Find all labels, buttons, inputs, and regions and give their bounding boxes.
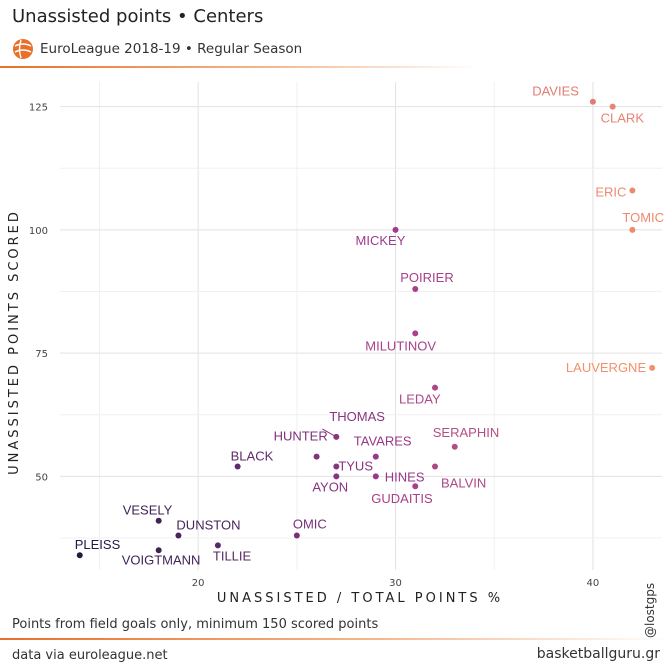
label-hunter: HUNTER — [274, 429, 328, 444]
y-axis-title: UNASSISTED POINTS SCORED — [7, 209, 22, 475]
chart-title: Unassisted points • Centers — [12, 6, 264, 27]
label-balvin: BALVIN — [441, 475, 486, 490]
label-dunston: DUNSTON — [176, 517, 240, 532]
point-omic — [293, 532, 300, 539]
x-tick-label: 20 — [192, 578, 205, 589]
point-lauvergne — [649, 364, 656, 371]
label-seraphin: SERAPHIN — [433, 425, 499, 440]
subtitle-row: EuroLeague 2018-19 • Regular Season — [12, 38, 302, 60]
label-gudaitis: GUDAITIS — [371, 491, 433, 506]
label-tavares: TAVARES — [354, 434, 412, 449]
label-hines: HINES — [385, 469, 425, 484]
y-tick-label: 75 — [35, 349, 48, 360]
footer-divider — [0, 638, 672, 640]
label-tomic: TOMIC — [622, 210, 664, 225]
data-source: data via euroleague.net — [12, 648, 168, 663]
label-leday: LEDAY — [399, 392, 441, 407]
chart-grid — [60, 82, 662, 570]
y-tick-label: 50 — [35, 472, 48, 483]
point-clark — [609, 103, 616, 110]
point-mickey — [392, 226, 399, 233]
point-black — [234, 463, 241, 470]
label-tillie: TILLIE — [213, 548, 252, 563]
point-poirier — [412, 286, 419, 293]
x-axis-title: UNASSISTED / TOTAL POINTS % — [217, 591, 503, 606]
y-tick-label: 100 — [29, 226, 48, 237]
label-mickey: MICKEY — [356, 233, 406, 248]
point-hunter — [313, 453, 320, 460]
author-handle: @lostgps — [643, 582, 657, 638]
point-tavares — [372, 453, 379, 460]
chart-caption: Points from field goals only, minimum 15… — [12, 617, 379, 632]
axis-ticks: 20 30 40 50 75 100 125 — [29, 103, 599, 589]
point-seraphin — [451, 443, 458, 450]
point-eric — [629, 187, 636, 194]
point-tomic — [629, 226, 636, 233]
label-voigtmann: VOIGTMANN — [122, 552, 201, 567]
label-poirier: POIRIER — [400, 270, 453, 285]
point-pleiss — [76, 552, 83, 559]
x-tick-label: 40 — [587, 578, 600, 589]
point-dunston — [175, 532, 182, 539]
label-clark: CLARK — [601, 111, 645, 126]
label-black: BLACK — [231, 448, 274, 463]
header-divider — [0, 66, 480, 68]
point-hines — [372, 473, 379, 480]
point-balvin — [432, 463, 439, 470]
x-tick-label: 30 — [389, 578, 402, 589]
point-vesely — [155, 517, 162, 524]
data-points — [76, 98, 656, 559]
euroleague-logo-icon — [13, 39, 33, 59]
label-ayon: AYON — [312, 479, 348, 494]
data-labels: DAVIES CLARK ERIC TOMIC LAUVERGNE MICKEY POIRI… — [75, 84, 664, 568]
label-thomas: THOMAS — [329, 409, 385, 424]
label-milutinov: MILUTINOV — [365, 338, 436, 353]
site-link[interactable]: basketballguru.gr — [536, 646, 660, 662]
point-voigtmann — [155, 547, 162, 554]
label-lauvergne: LAUVERGNE — [566, 360, 647, 375]
chart-subtitle: EuroLeague 2018-19 • Regular Season — [40, 41, 303, 57]
point-leday — [432, 384, 439, 391]
point-milutinov — [412, 330, 419, 337]
leader-line-thomas — [322, 428, 337, 438]
label-omic: OMIC — [293, 516, 327, 531]
point-ayon — [333, 473, 340, 480]
point-tyus — [333, 463, 340, 470]
scatter-chart: 20 30 40 50 75 100 125 DAVIES CLARK ERIC TOMIC LAU… — [7, 82, 664, 606]
point-davies — [589, 98, 596, 105]
label-tyus: TYUS — [338, 458, 373, 473]
point-tillie — [214, 542, 221, 549]
point-gudaitis — [412, 483, 419, 490]
label-eric: ERIC — [595, 184, 626, 199]
y-tick-label: 125 — [29, 103, 48, 114]
label-pleiss: PLEISS — [75, 537, 121, 552]
label-davies: DAVIES — [532, 84, 579, 99]
label-vesely: VESELY — [123, 503, 173, 518]
